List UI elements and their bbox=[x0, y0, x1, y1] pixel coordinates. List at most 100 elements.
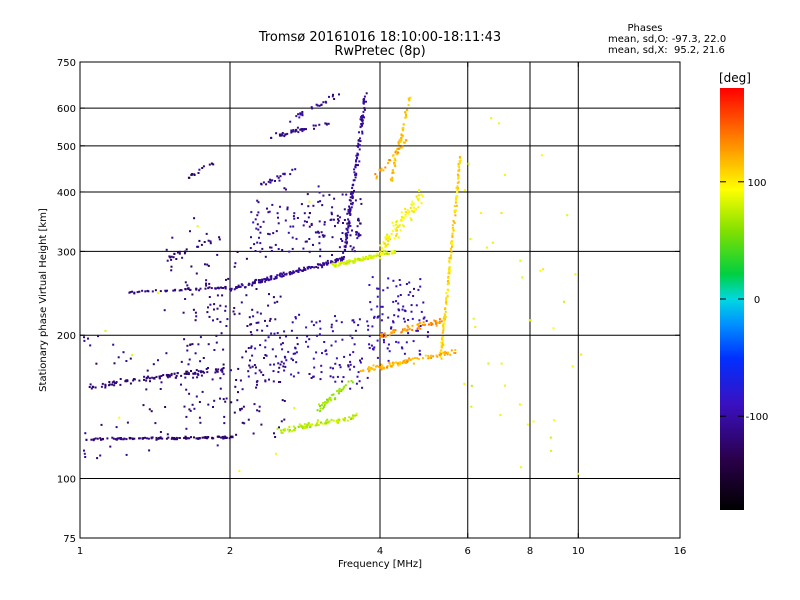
data-point bbox=[276, 332, 279, 334]
data-point bbox=[281, 431, 284, 434]
data-point bbox=[308, 212, 311, 215]
data-point bbox=[339, 262, 342, 265]
data-point bbox=[283, 187, 286, 190]
data-point bbox=[521, 276, 524, 279]
data-point bbox=[359, 137, 361, 140]
data-point bbox=[178, 252, 181, 255]
data-point bbox=[333, 98, 336, 100]
data-point bbox=[192, 376, 195, 379]
colorbar-tick-label: 0 bbox=[754, 295, 760, 306]
data-point bbox=[279, 295, 282, 298]
data-point bbox=[247, 370, 250, 373]
data-point bbox=[300, 203, 303, 206]
data-point bbox=[397, 236, 400, 239]
data-point bbox=[154, 289, 157, 292]
data-point bbox=[159, 431, 162, 433]
data-point bbox=[384, 246, 387, 248]
data-point bbox=[317, 200, 320, 203]
data-point bbox=[291, 130, 294, 133]
data-point bbox=[163, 309, 166, 312]
data-point bbox=[109, 445, 112, 448]
phases-x-stats: mean, sd,X: 95.2, 21.6 bbox=[608, 45, 725, 56]
data-point bbox=[319, 327, 322, 330]
data-point bbox=[399, 138, 402, 141]
y-tick-label: 750 bbox=[57, 58, 76, 69]
data-point bbox=[168, 375, 171, 378]
data-point bbox=[277, 362, 280, 365]
data-point bbox=[380, 167, 383, 170]
data-point bbox=[176, 438, 178, 441]
data-point bbox=[411, 329, 414, 331]
data-point bbox=[359, 140, 362, 143]
data-point bbox=[355, 154, 358, 157]
data-point bbox=[355, 164, 357, 166]
data-point bbox=[490, 117, 493, 119]
data-point bbox=[344, 241, 347, 244]
data-point bbox=[198, 239, 201, 242]
data-point bbox=[222, 287, 225, 289]
data-point bbox=[168, 374, 171, 377]
data-point bbox=[256, 329, 259, 332]
data-point bbox=[357, 217, 360, 220]
data-point bbox=[292, 215, 295, 218]
data-point bbox=[253, 282, 256, 285]
data-point bbox=[309, 425, 312, 428]
data-point bbox=[196, 373, 199, 376]
data-point bbox=[552, 327, 555, 330]
data-point bbox=[426, 335, 429, 338]
data-point bbox=[442, 328, 445, 331]
data-point bbox=[334, 265, 337, 268]
data-point bbox=[368, 254, 371, 257]
data-point bbox=[400, 139, 403, 142]
data-point bbox=[113, 384, 116, 387]
data-point bbox=[376, 305, 379, 308]
data-point bbox=[323, 234, 326, 237]
data-point bbox=[336, 214, 339, 217]
data-point bbox=[435, 354, 438, 357]
data-point bbox=[200, 243, 203, 246]
data-point bbox=[389, 178, 392, 181]
data-point bbox=[315, 351, 318, 354]
data-point bbox=[395, 226, 398, 229]
data-point bbox=[276, 427, 279, 430]
data-point bbox=[382, 367, 385, 370]
data-point bbox=[278, 381, 280, 383]
data-point bbox=[532, 420, 535, 423]
data-point bbox=[190, 265, 193, 268]
data-point bbox=[339, 216, 341, 219]
data-point bbox=[183, 405, 186, 408]
data-point bbox=[176, 251, 179, 254]
data-point bbox=[259, 231, 262, 234]
data-point bbox=[385, 244, 388, 247]
data-point bbox=[352, 351, 355, 354]
data-point bbox=[370, 256, 373, 259]
data-point bbox=[104, 329, 107, 332]
data-point bbox=[184, 376, 187, 379]
data-point bbox=[197, 245, 200, 248]
data-point bbox=[264, 339, 267, 342]
data-point bbox=[191, 403, 194, 406]
data-point bbox=[383, 253, 386, 256]
data-point bbox=[403, 352, 406, 355]
data-point bbox=[97, 335, 99, 338]
data-point bbox=[397, 295, 400, 298]
data-point bbox=[281, 342, 284, 345]
data-point bbox=[406, 209, 409, 211]
data-point bbox=[334, 362, 337, 365]
data-point bbox=[353, 365, 356, 368]
data-point bbox=[395, 220, 398, 223]
data-point bbox=[186, 349, 189, 352]
data-point bbox=[335, 259, 338, 262]
data-point bbox=[419, 327, 422, 330]
data-point bbox=[187, 176, 190, 179]
data-point bbox=[313, 127, 315, 130]
data-point bbox=[250, 333, 253, 336]
data-point bbox=[456, 189, 459, 191]
data-point bbox=[372, 256, 375, 259]
data-point bbox=[274, 275, 277, 278]
data-point bbox=[424, 354, 427, 357]
data-point bbox=[251, 365, 254, 368]
data-point bbox=[441, 336, 444, 339]
data-point bbox=[279, 275, 282, 278]
data-point bbox=[474, 326, 477, 328]
